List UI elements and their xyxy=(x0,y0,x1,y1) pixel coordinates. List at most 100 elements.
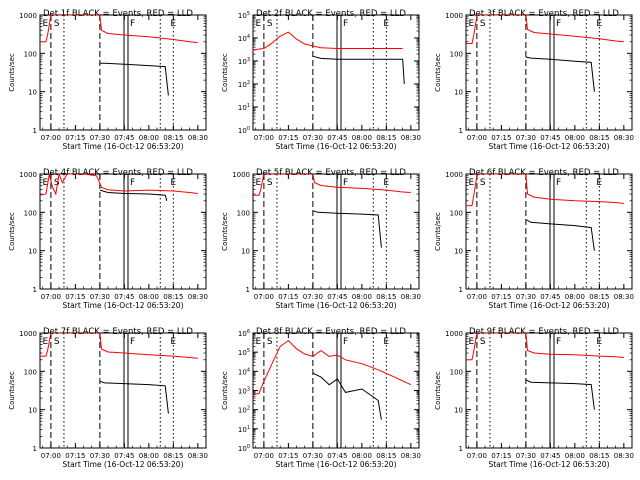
x-axis-label: Start Time (16-Oct-12 06:53:20) xyxy=(62,460,183,469)
x-tick-label: 07:15 xyxy=(491,293,511,301)
events-series-line xyxy=(312,372,382,420)
x-tick-label: 07:15 xyxy=(278,293,298,301)
x-tick-label: 07:30 xyxy=(303,452,323,460)
x-tick-label: 07:45 xyxy=(540,293,560,301)
marker-label: E xyxy=(42,337,48,347)
x-tick-label: 07:00 xyxy=(254,452,274,460)
lld-series-line xyxy=(40,15,198,44)
y-tick-label: 100 xyxy=(237,209,250,217)
y-tick-label: 1 xyxy=(459,127,463,135)
panel-title: Det 2f BLACK = Events, RED = LLD xyxy=(256,9,406,19)
chart-panel: Det 3f BLACK = Events, RED = LLD 1 10 100 10… xyxy=(434,9,634,151)
x-tick-label: 07:45 xyxy=(114,293,134,301)
y-tick-label: 10 xyxy=(454,407,463,415)
x-tick-label: 07:00 xyxy=(41,134,61,142)
y-tick-label: 101 xyxy=(238,103,250,112)
plot-frame xyxy=(39,14,207,131)
marker-label: E xyxy=(383,337,389,347)
panel-title: Det 8f BLACK = Events, RED = LLD xyxy=(256,327,406,337)
marker-label: E xyxy=(42,178,48,188)
x-tick-label: 08:15 xyxy=(163,293,183,301)
x-tick-label: 07:15 xyxy=(491,452,511,460)
y-tick-label: 10 xyxy=(28,248,37,256)
y-tick-label: 100 xyxy=(450,368,463,376)
x-tick-label: 07:00 xyxy=(41,293,61,301)
x-tick-label: 07:15 xyxy=(65,452,85,460)
x-tick-label: 08:15 xyxy=(589,134,609,142)
events-series-line xyxy=(312,210,382,248)
marker-label: E xyxy=(596,178,602,188)
plot-frame xyxy=(252,14,420,131)
y-tick-label: 1000 xyxy=(19,12,37,20)
marker-label: S xyxy=(54,178,60,188)
y-axis-label: Counts/sec xyxy=(8,212,16,251)
lld-series-line xyxy=(40,174,198,196)
x-axis-label: Start Time (16-Oct-12 06:53:20) xyxy=(275,460,396,469)
x-tick-label: 08:15 xyxy=(376,134,396,142)
y-tick-label: 1 xyxy=(246,286,250,294)
x-tick-label: 08:30 xyxy=(188,293,208,301)
marker-label: E xyxy=(596,19,602,29)
marker-label: S xyxy=(480,337,486,347)
plot-frame xyxy=(465,14,633,131)
y-tick-label: 10 xyxy=(28,407,37,415)
y-tick-label: 1 xyxy=(33,127,37,135)
y-axis-label: Counts/sec xyxy=(8,53,16,92)
y-axis-label: Counts/sec xyxy=(221,371,229,410)
panel-title: Det 5f BLACK = Events, RED = LLD xyxy=(256,168,406,178)
x-tick-label: 08:30 xyxy=(401,452,421,460)
x-tick-label: 08:00 xyxy=(352,293,372,301)
x-tick-label: 07:45 xyxy=(327,134,347,142)
panel-title: Det 9f BLACK = Events, RED = LLD xyxy=(469,327,619,337)
x-tick-label: 07:45 xyxy=(114,452,134,460)
marker-label: E xyxy=(255,337,261,347)
x-tick-label: 08:00 xyxy=(139,293,159,301)
x-tick-label: 07:45 xyxy=(540,134,560,142)
x-axis-label: Start Time (16-Oct-12 06:53:20) xyxy=(275,142,396,151)
y-tick-label: 1000 xyxy=(232,171,250,179)
x-tick-label: 08:00 xyxy=(565,293,585,301)
x-tick-label: 08:15 xyxy=(376,293,396,301)
lld-series-line xyxy=(466,15,624,44)
marker-label: E xyxy=(468,19,474,29)
lld-series-line xyxy=(253,31,403,51)
y-axis-label: Counts/sec xyxy=(434,212,442,251)
plot-frame xyxy=(465,173,633,290)
events-series-line xyxy=(312,55,405,85)
y-tick-label: 104 xyxy=(238,34,250,43)
x-axis-label: Start Time (16-Oct-12 06:53:20) xyxy=(488,460,609,469)
x-tick-label: 08:00 xyxy=(139,452,159,460)
x-tick-label: 08:15 xyxy=(163,452,183,460)
x-tick-label: 07:00 xyxy=(254,293,274,301)
y-tick-label: 10 xyxy=(28,89,37,97)
marker-label: E xyxy=(383,19,389,29)
y-tick-label: 1 xyxy=(33,445,37,453)
x-tick-label: 08:30 xyxy=(614,452,634,460)
x-tick-label: 08:30 xyxy=(614,134,634,142)
y-tick-label: 100 xyxy=(24,50,37,58)
x-tick-label: 08:00 xyxy=(352,134,372,142)
x-axis-label: Start Time (16-Oct-12 06:53:20) xyxy=(62,301,183,310)
y-tick-label: 1 xyxy=(459,286,463,294)
marker-label: E xyxy=(170,178,176,188)
y-axis-label: Counts/sec xyxy=(221,212,229,251)
marker-label: S xyxy=(267,337,273,347)
y-tick-label: 101 xyxy=(238,425,250,434)
x-tick-label: 07:00 xyxy=(41,452,61,460)
plot-frame xyxy=(465,332,633,449)
x-tick-label: 08:30 xyxy=(401,134,421,142)
x-tick-label: 07:00 xyxy=(467,293,487,301)
y-tick-label: 10 xyxy=(454,89,463,97)
y-axis-label: Counts/sec xyxy=(434,53,442,92)
y-tick-label: 105 xyxy=(238,348,250,357)
marker-label: S xyxy=(480,178,486,188)
y-tick-label: 100 xyxy=(24,209,37,217)
y-tick-label: 103 xyxy=(238,387,250,396)
chart-panel: Det 5f BLACK = Events, RED = LLD 1 10 100 10… xyxy=(221,168,421,310)
marker-label: F xyxy=(343,19,348,29)
x-tick-label: 07:30 xyxy=(303,293,323,301)
marker-label: E xyxy=(255,19,261,29)
lld-series-line xyxy=(40,333,198,359)
y-tick-label: 105 xyxy=(238,11,250,20)
y-tick-label: 1000 xyxy=(445,330,463,338)
